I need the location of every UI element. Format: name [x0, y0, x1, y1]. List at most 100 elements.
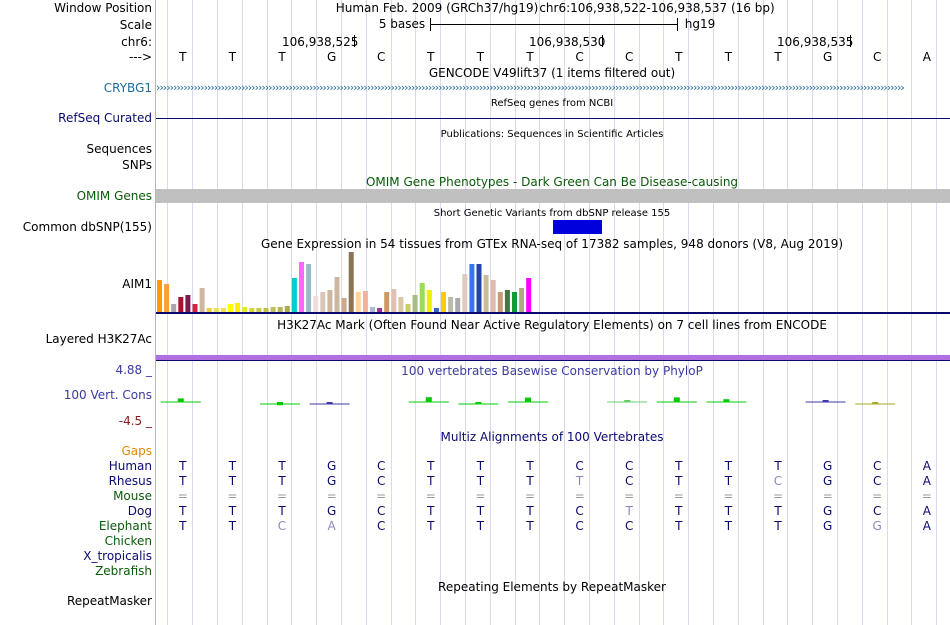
- gtex-tissue-bar[interactable]: [313, 296, 319, 312]
- species-label[interactable]: Human: [108, 459, 152, 473]
- gtex-tissue-bar[interactable]: [370, 307, 375, 312]
- chrom-label: chr6:: [121, 35, 152, 49]
- gtex-tissue-bar[interactable]: [405, 304, 411, 312]
- phylop-score-mark[interactable]: [277, 402, 283, 406]
- alignment-base: T: [278, 459, 286, 473]
- phylop-plot[interactable]: [156, 376, 950, 432]
- phylop-label[interactable]: 100 Vert. Cons: [63, 388, 152, 402]
- gtex-tissue-bar[interactable]: [490, 280, 496, 312]
- gtex-tissue-bar[interactable]: [469, 264, 475, 312]
- gtex-tissue-bar[interactable]: [362, 291, 368, 312]
- phylop-score-mark[interactable]: [475, 402, 482, 404]
- gtex-tissue-bar[interactable]: [157, 280, 162, 312]
- gtex-tissue-bar[interactable]: [249, 308, 255, 312]
- gtex-tissue-bar[interactable]: [277, 307, 283, 312]
- gtex-tissue-bar[interactable]: [206, 308, 212, 312]
- gtex-gene-label[interactable]: AIM1: [122, 277, 152, 291]
- gtex-tissue-bar[interactable]: [327, 290, 333, 312]
- alignment-base: C: [624, 474, 634, 488]
- gtex-tissue-bar[interactable]: [504, 290, 510, 312]
- gtex-bar-chart[interactable]: [156, 252, 950, 314]
- gtex-tissue-bar[interactable]: [171, 304, 177, 312]
- phylop-score-mark[interactable]: [425, 397, 432, 402]
- gtex-tissue-bar[interactable]: [391, 289, 397, 312]
- phylop-score-mark[interactable]: [177, 398, 184, 402]
- repeatmasker-label[interactable]: RepeatMasker: [66, 594, 152, 608]
- phylop-score-mark[interactable]: [872, 402, 879, 405]
- gtex-tissue-bar[interactable]: [199, 288, 205, 312]
- gtex-tissue-bar[interactable]: [341, 298, 347, 312]
- phylop-score-mark[interactable]: [624, 400, 631, 402]
- gtex-tissue-bar[interactable]: [497, 292, 503, 312]
- gtex-tissue-bar[interactable]: [348, 252, 354, 312]
- reference-base: T: [228, 50, 237, 64]
- gtex-tissue-bar[interactable]: [291, 278, 297, 312]
- gtex-tissue-bar[interactable]: [441, 292, 446, 312]
- gtex-tissue-bar[interactable]: [334, 277, 340, 312]
- gtex-tissue-bar[interactable]: [426, 290, 432, 312]
- gtex-tissue-bar[interactable]: [178, 297, 184, 312]
- species-label[interactable]: Mouse: [113, 489, 152, 503]
- gencode-gene-feature[interactable]: ››››››››››››››››››››››››››››››››››››››››…: [156, 81, 905, 94]
- species-label[interactable]: Zebrafish: [95, 564, 152, 578]
- gtex-tissue-bar[interactable]: [270, 307, 276, 312]
- gtex-tissue-bar[interactable]: [455, 298, 461, 312]
- gtex-tissue-bar[interactable]: [384, 292, 390, 312]
- species-label[interactable]: Dog: [127, 504, 152, 518]
- gtex-tissue-bar[interactable]: [235, 303, 241, 312]
- reference-base: A: [922, 50, 931, 64]
- gtex-tissue-bar[interactable]: [462, 274, 468, 312]
- phylop-score-mark[interactable]: [673, 397, 680, 402]
- refseq-label[interactable]: RefSeq Curated: [58, 111, 152, 125]
- gtex-tissue-bar[interactable]: [483, 275, 489, 312]
- h3k27ac-signal[interactable]: [156, 355, 950, 360]
- phylop-score-mark[interactable]: [723, 399, 730, 402]
- phylop-score-mark[interactable]: [326, 402, 333, 404]
- gtex-tissue-bar[interactable]: [228, 304, 233, 312]
- gtex-tissue-bar[interactable]: [242, 307, 248, 312]
- gtex-tissue-bar[interactable]: [355, 292, 361, 312]
- species-label[interactable]: Chicken: [104, 534, 152, 548]
- gencode-gene-label[interactable]: CRYBG1: [103, 81, 152, 95]
- omim-label[interactable]: OMIM Genes: [76, 189, 152, 203]
- gaps-label[interactable]: Gaps: [121, 444, 152, 458]
- gtex-tissue-bar[interactable]: [306, 264, 312, 312]
- gtex-tissue-bar[interactable]: [299, 262, 304, 312]
- gtex-tissue-bar[interactable]: [284, 306, 290, 312]
- dbsnp-variant[interactable]: [553, 220, 602, 234]
- window-position-label: Window Position: [54, 1, 152, 15]
- alignment-base: T: [179, 474, 187, 488]
- gtex-tissue-bar[interactable]: [256, 308, 262, 312]
- refseq-gene-line[interactable]: [156, 118, 950, 119]
- h3k27ac-label[interactable]: Layered H3K27Ac: [45, 332, 152, 346]
- gtex-tissue-bar[interactable]: [419, 283, 425, 312]
- gtex-tissue-bar[interactable]: [512, 292, 517, 312]
- species-label[interactable]: Rhesus: [108, 474, 152, 488]
- gtex-tissue-bar[interactable]: [164, 284, 170, 312]
- alignment-base: T: [774, 504, 782, 518]
- reference-base: G: [822, 50, 833, 64]
- gtex-tissue-bar[interactable]: [213, 308, 219, 312]
- omim-feature-bar[interactable]: [156, 189, 950, 203]
- gtex-tissue-bar[interactable]: [476, 264, 482, 312]
- gtex-tissue-bar[interactable]: [448, 297, 454, 312]
- gtex-tissue-bar[interactable]: [526, 278, 532, 312]
- publications-label-snps[interactable]: SNPs: [122, 158, 152, 172]
- gtex-tissue-bar[interactable]: [519, 288, 525, 312]
- gtex-tissue-bar[interactable]: [412, 295, 418, 312]
- gtex-tissue-bar[interactable]: [220, 308, 226, 312]
- gtex-tissue-bar[interactable]: [185, 295, 191, 312]
- dbsnp-label[interactable]: Common dbSNP(155): [22, 220, 152, 234]
- species-label[interactable]: Elephant: [98, 519, 152, 533]
- phylop-score-mark[interactable]: [822, 400, 829, 402]
- phylop-min-label: -4.5 _: [118, 414, 152, 428]
- phylop-score-mark[interactable]: [525, 397, 531, 402]
- species-label[interactable]: X_tropicalis: [83, 549, 152, 563]
- gtex-tissue-bar[interactable]: [433, 308, 439, 312]
- publications-label-sequences[interactable]: Sequences: [86, 142, 152, 156]
- gtex-tissue-bar[interactable]: [192, 304, 198, 312]
- gtex-tissue-bar[interactable]: [398, 297, 404, 312]
- gtex-tissue-bar[interactable]: [377, 308, 383, 312]
- gtex-tissue-bar[interactable]: [320, 292, 326, 312]
- gtex-tissue-bar[interactable]: [263, 308, 269, 312]
